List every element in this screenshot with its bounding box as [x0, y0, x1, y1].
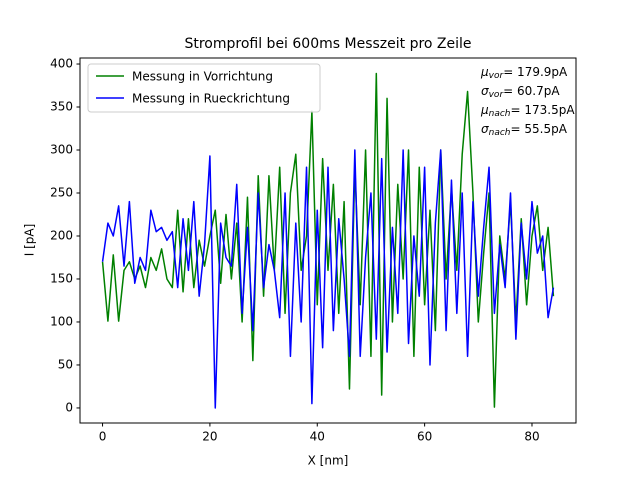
y-tick-label: 50 [58, 357, 73, 371]
chart-title: Stromprofil bei 600ms Messzeit pro Zeile [184, 36, 471, 52]
data-line [101, 149, 555, 409]
x-tick-label: 60 [417, 430, 432, 444]
y-axis-label: I [pA] [23, 224, 37, 257]
y-tick-label: 100 [50, 314, 73, 328]
y-tick-label: 150 [50, 271, 73, 285]
annotations: μvor= 179.9pA σvor= 60.7pA μnach= 173.5p… [480, 65, 575, 138]
x-tick-label: 0 [99, 430, 107, 444]
legend-box [87, 63, 321, 113]
annotation: μvor= 179.9pA [480, 65, 568, 81]
annotation: μnach= 173.5pA [480, 103, 575, 119]
x-axis-label: X [nm] [308, 454, 349, 468]
plot-area [101, 72, 555, 409]
data-line [101, 72, 555, 408]
y-tick-label: 300 [50, 143, 73, 157]
y-tick-label: 400 [50, 57, 73, 71]
legend-label: Messung in Rueckrichtung [132, 92, 290, 106]
annotation: σnach= 55.5pA [481, 122, 568, 138]
axes-frame [79, 57, 577, 424]
y-tick-label: 200 [50, 228, 73, 242]
annotation: σvor= 60.7pA [481, 84, 560, 100]
x-tick-label: 20 [202, 430, 217, 444]
legend-label: Messung in Vorrichtung [132, 70, 273, 84]
y-tick-label: 350 [50, 100, 73, 114]
x-tick-label: 40 [310, 430, 325, 444]
y-tick-label: 250 [50, 185, 73, 199]
x-tick-label: 80 [524, 430, 539, 444]
y-tick-label: 0 [65, 400, 73, 414]
